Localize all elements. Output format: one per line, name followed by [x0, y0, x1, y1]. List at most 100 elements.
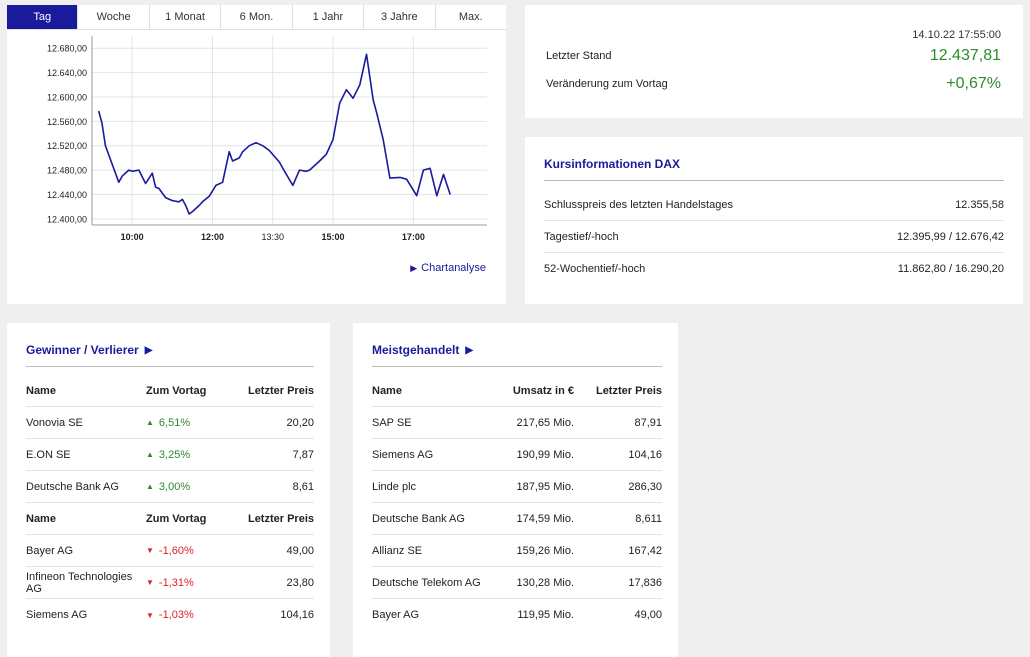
table-row[interactable]: Siemens AG ▼ -1,03% 104,16 [26, 599, 314, 631]
stock-name: Siemens AG [26, 609, 88, 621]
chart-card: Tag Woche 1 Monat 6 Mon. 1 Jahr 3 Jahre … [7, 5, 506, 304]
dax-price-line [97, 53, 451, 215]
stock-turnover: 174,59 Mio. [516, 512, 574, 525]
most-traded-title-link[interactable]: Meistgehandelt ▶ [372, 343, 473, 357]
chartanalyse-link[interactable]: ▶ Chartanalyse [410, 262, 486, 274]
stock-price: 8,61 [292, 480, 314, 493]
table-row[interactable]: Deutsche Bank AG 174,59 Mio. 8,611 [372, 503, 662, 535]
stock-price: 87,91 [634, 416, 662, 429]
info-label: Tagestief/-hoch [544, 230, 619, 243]
price-info-title: Kursinformationen DAX [544, 157, 681, 171]
col-price: Letzter Preis [247, 384, 314, 397]
tab-week[interactable]: Woche [78, 5, 150, 29]
table-row[interactable]: SAP SE 217,65 Mio. 87,91 [372, 407, 662, 439]
stock-price: 286,30 [628, 480, 662, 493]
table-row[interactable]: Infineon Technologies AG ▼ -1,31% 23,80 [26, 567, 314, 599]
tab-6-months[interactable]: 6 Mon. [221, 5, 293, 29]
stock-name: Deutsche Telekom AG [372, 576, 481, 589]
play-icon: ▶ [144, 344, 153, 356]
stock-name: Vonovia SE [26, 416, 83, 429]
gainers-losers-card: Gewinner / Verlierer ▶ Name Zum Vortag L… [7, 323, 330, 657]
most-traded-table: Name Umsatz in € Letzter Preis SAP SE 21… [372, 375, 662, 631]
stock-turnover: 159,26 Mio. [516, 544, 574, 557]
stock-turnover: 119,95 Mio. [517, 609, 574, 621]
price-info-card: Kursinformationen DAX Schlusspreis des l… [525, 137, 1023, 304]
triangle-up-icon: ▲ [146, 450, 154, 459]
most-traded-card: Meistgehandelt ▶ Name Umsatz in € Letzte… [353, 323, 678, 657]
chartanalyse-label: Chartanalyse [421, 262, 486, 274]
stock-price: 8,611 [635, 512, 662, 525]
quote-timestamp: 14.10.22 17:55:00 [912, 29, 1001, 41]
divider [544, 180, 1004, 181]
stock-name: Infineon Technologies AG [26, 570, 133, 595]
info-row-52w-range: 52-Wochentief/-hoch 11.862,80 / 16.290,2… [544, 253, 1004, 285]
stock-turnover: 130,28 Mio. [516, 576, 574, 589]
x-tick-label: 15:00 [322, 232, 345, 242]
table-row[interactable]: Vonovia SE ▲ 6,51% 20,20 [26, 407, 314, 439]
y-tick-label: 12.560,00 [47, 117, 87, 127]
stock-name: Linde plc [372, 480, 417, 493]
stock-price: 23,80 [286, 576, 314, 589]
gainers-losers-title-link[interactable]: Gewinner / Verlierer ▶ [26, 343, 152, 357]
table-row[interactable]: E.ON SE ▲ 3,25% 7,87 [26, 439, 314, 471]
table-row[interactable]: Bayer AG 119,95 Mio. 49,00 [372, 599, 662, 631]
tab-1-year[interactable]: 1 Jahr [293, 5, 365, 29]
stock-name: Deutsche Bank AG [372, 512, 465, 525]
table-row[interactable]: Deutsche Telekom AG 130,28 Mio. 17,836 [372, 567, 662, 599]
change-label: Veränderung zum Vortag [546, 78, 668, 90]
stock-name: SAP SE [372, 416, 412, 429]
period-tabs: Tag Woche 1 Monat 6 Mon. 1 Jahr 3 Jahre … [7, 5, 506, 30]
tab-3-years[interactable]: 3 Jahre [364, 5, 436, 29]
info-value: 12.395,99 / 12.676,42 [896, 230, 1004, 243]
col-change: Zum Vortag [146, 512, 207, 525]
quote-card: 14.10.22 17:55:00 Letzter Stand 12.437,8… [525, 5, 1023, 118]
most-traded-title: Meistgehandelt [372, 343, 460, 357]
last-price-label: Letzter Stand [546, 50, 612, 62]
stock-turnover: 187,95 Mio. [516, 480, 574, 493]
table-row[interactable]: Siemens AG 190,99 Mio. 104,16 [372, 439, 662, 471]
divider [372, 366, 662, 367]
y-tick-label: 12.440,00 [47, 190, 87, 200]
triangle-down-icon: ▼ [146, 578, 154, 587]
stock-name: Bayer AG [372, 609, 420, 621]
table-header: Name Zum Vortag Letzter Preis [26, 503, 314, 535]
play-icon: ▶ [410, 262, 418, 273]
x-tick-label: 10:00 [121, 232, 144, 242]
stock-price: 7,87 [292, 448, 314, 461]
tab-day[interactable]: Tag [7, 5, 79, 29]
gainers-losers-title: Gewinner / Verlierer [26, 343, 139, 357]
table-header: Name Zum Vortag Letzter Preis [26, 375, 314, 407]
change-row: Veränderung zum Vortag +0,67% [546, 75, 1001, 93]
stock-price: 17,836 [628, 576, 662, 589]
table-row[interactable]: Deutsche Bank AG ▲ 3,00% 8,61 [26, 471, 314, 503]
col-turnover: Umsatz in € [512, 384, 574, 397]
info-value: 11.862,80 / 16.290,20 [897, 263, 1004, 275]
table-row[interactable]: Linde plc 187,95 Mio. 286,30 [372, 471, 662, 503]
y-tick-label: 12.520,00 [47, 141, 87, 151]
stock-price: 49,00 [634, 609, 662, 621]
stock-price: 167,42 [628, 544, 662, 557]
tab-1-month[interactable]: 1 Monat [150, 5, 222, 29]
table-row[interactable]: Bayer AG ▼ -1,60% 49,00 [26, 535, 314, 567]
table-row[interactable]: Allianz SE 159,26 Mio. 167,42 [372, 535, 662, 567]
info-label: Schlusspreis des letzten Handelstages [544, 198, 733, 211]
col-change: Zum Vortag [146, 384, 207, 397]
chart-series [97, 53, 451, 215]
change-value: +0,67% [946, 75, 1001, 92]
col-price: Letzter Preis [595, 384, 662, 397]
y-tick-label: 12.680,00 [47, 44, 87, 54]
info-row-day-range: Tagestief/-hoch 12.395,99 / 12.676,42 [544, 221, 1004, 253]
triangle-up-icon: ▲ [146, 418, 154, 427]
tab-max[interactable]: Max. [458, 11, 483, 23]
col-name: Name [372, 384, 402, 397]
stock-name: Bayer AG [26, 544, 74, 557]
stock-price: 104,16 [628, 448, 662, 461]
intraday-chart[interactable]: 12.680,00 12.640,00 12.600,00 12.560,00 12.5… [7, 30, 506, 255]
stock-change: -1,31% [158, 576, 194, 589]
col-price: Letzter Preis [247, 512, 314, 525]
x-tick-label: 13:30 [261, 232, 284, 242]
gainers-losers-table: Name Zum Vortag Letzter Preis Vonovia SE… [26, 375, 314, 631]
stock-turnover: 217,65 Mio. [516, 416, 574, 429]
last-price-row: Letzter Stand 12.437,81 [546, 47, 1001, 65]
stock-name: E.ON SE [26, 448, 71, 461]
